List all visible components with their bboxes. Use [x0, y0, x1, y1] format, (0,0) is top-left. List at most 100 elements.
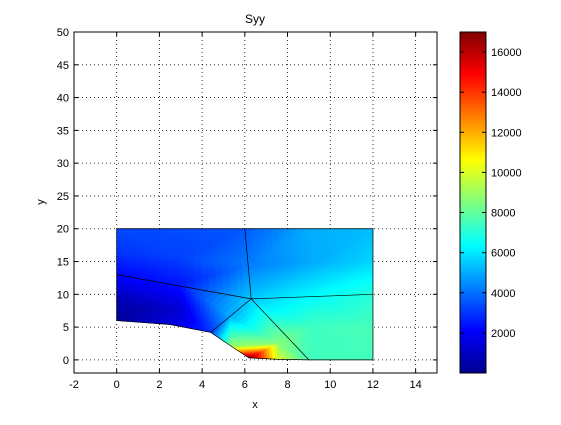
contour-cell	[209, 310, 216, 315]
y-tick-label: 0	[63, 355, 69, 367]
contour-cell	[167, 252, 175, 256]
contour-cell	[310, 245, 318, 250]
contour-cell	[311, 255, 320, 260]
contour-cell	[207, 273, 216, 277]
contour-cell	[154, 246, 162, 250]
contour-cell	[149, 306, 155, 310]
contour-cell	[205, 310, 211, 315]
contour-cell	[122, 270, 130, 274]
x-tick-label: 4	[199, 379, 205, 391]
contour-cell	[161, 249, 169, 253]
contour-cell	[312, 279, 320, 284]
contour-cell	[219, 311, 226, 316]
contour-cell	[167, 280, 175, 284]
x-tick-label: 8	[284, 379, 290, 391]
contour-cell	[247, 250, 255, 255]
contour-cell	[142, 305, 147, 310]
contour-cell	[161, 253, 169, 258]
contour-cell	[145, 306, 151, 310]
contour-cell	[154, 253, 162, 257]
colorbar-gradient	[459, 31, 487, 374]
contour-cell	[129, 274, 137, 278]
contour-cell	[249, 267, 257, 272]
contour-cell	[312, 286, 320, 291]
contour-cell	[229, 292, 238, 297]
contour-cell	[311, 248, 319, 253]
contour-cell	[214, 311, 221, 316]
contour-cell	[228, 267, 236, 271]
contour-cell	[200, 275, 209, 279]
contour-cell	[310, 242, 318, 247]
contour-cell	[249, 277, 257, 283]
contour-cell	[153, 306, 158, 310]
contour-cell	[312, 269, 320, 274]
x-tick-label: 10	[324, 379, 336, 391]
colorbar-tick-label: 4000	[491, 288, 515, 300]
contour-cell	[200, 309, 206, 314]
contour-cell	[148, 263, 156, 267]
contour-cell	[214, 271, 223, 275]
chart-title: Syy	[245, 12, 265, 26]
contour-cell	[118, 316, 123, 320]
contour-cell	[312, 262, 320, 267]
contour-cell	[312, 276, 320, 281]
colorbar-tick-label: 16000	[491, 47, 522, 59]
contour-cell	[142, 265, 150, 269]
contour-cell	[129, 250, 137, 254]
y-tick-label: 50	[57, 27, 69, 39]
contour-cell	[161, 285, 169, 289]
contour-cell	[309, 231, 317, 236]
contour-cell	[190, 308, 196, 313]
contour-cell	[122, 231, 130, 235]
contour-cell	[167, 254, 175, 258]
colorbar-tick-label: 12000	[491, 127, 522, 139]
y-tick-label: 15	[57, 257, 69, 269]
contour-cell	[249, 274, 257, 279]
contour-cell	[131, 310, 135, 314]
contour-cell	[124, 314, 128, 318]
y-tick-label: 45	[57, 60, 69, 72]
contour-cell	[126, 313, 130, 317]
contour-cell	[235, 265, 243, 269]
contour-cell	[172, 307, 178, 311]
contour-cell	[195, 309, 201, 314]
contour-cell	[122, 293, 130, 297]
contour-cell	[311, 252, 319, 257]
colorbar-tick-label: 6000	[491, 248, 515, 260]
contour-cell	[194, 284, 203, 289]
y-tick-label: 40	[57, 93, 69, 105]
contour-cell	[142, 251, 150, 256]
contour-cell	[208, 287, 217, 292]
contour-cell	[187, 283, 196, 288]
contour-cell	[148, 288, 156, 292]
contour-cell	[136, 308, 141, 312]
contour-cell	[129, 234, 137, 238]
contour-cell	[201, 286, 210, 291]
contour-cell	[246, 246, 254, 251]
contour-cell	[180, 252, 188, 256]
contour-cell	[135, 237, 143, 241]
contour-cell	[161, 260, 169, 264]
contour-cell	[247, 257, 255, 262]
stress-contour	[116, 228, 374, 361]
y-tick-label: 30	[57, 158, 69, 170]
x-tick-label: -2	[69, 379, 79, 391]
contour-cell	[236, 293, 245, 298]
contour-cell	[154, 262, 162, 266]
contour-cell	[215, 289, 224, 294]
x-tick-label: 14	[410, 379, 422, 391]
contour-cell	[246, 242, 254, 248]
contour-cell	[129, 312, 133, 315]
contour-cell	[180, 307, 186, 312]
contour-cell	[180, 280, 188, 285]
contour-cell	[122, 273, 130, 277]
x-tick-label: 2	[156, 379, 162, 391]
y-tick-label: 10	[57, 289, 69, 301]
y-tick-label: 25	[57, 191, 69, 203]
contour-cell	[187, 279, 195, 283]
contour-cell	[135, 267, 143, 271]
contour-cell	[148, 277, 156, 281]
y-tick-label: 35	[57, 125, 69, 137]
contour-cell	[222, 290, 231, 295]
